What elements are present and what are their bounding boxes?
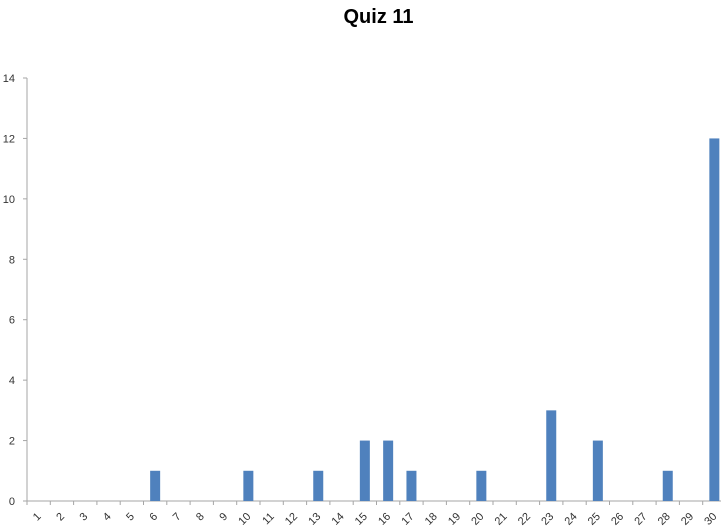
x-tick-label: 18	[423, 511, 440, 528]
x-tick-label: 21	[493, 511, 510, 528]
bars	[150, 138, 720, 501]
bar-16	[383, 440, 394, 501]
x-tick-label: 24	[563, 511, 580, 528]
bar-15	[359, 440, 370, 501]
x-tick-label: 3	[78, 511, 91, 524]
x-tick-label: 16	[376, 511, 393, 528]
x-tick-label: 29	[679, 511, 696, 528]
y-tick-label: 12	[3, 133, 15, 145]
bar-30	[709, 138, 720, 501]
x-tick-label: 14	[330, 511, 347, 528]
x-tick-label: 1	[31, 511, 44, 524]
bar-13	[313, 470, 324, 501]
y-tick-label: 10	[3, 194, 15, 206]
x-tick-label: 5	[124, 511, 137, 524]
x-tick-label: 12	[283, 511, 300, 528]
x-tick-label: 28	[656, 511, 673, 528]
bar-17	[406, 470, 417, 501]
bar-25	[592, 440, 603, 501]
x-tick-label: 11	[260, 511, 277, 528]
y-tick-label: 4	[9, 375, 15, 387]
y-tick-label: 6	[9, 315, 15, 327]
x-tick-label: 19	[446, 511, 463, 528]
x-tick-label: 6	[147, 511, 160, 524]
x-tick-label: 26	[609, 511, 626, 528]
bar-28	[662, 470, 673, 501]
x-tick-label: 15	[353, 511, 370, 528]
bar-10	[243, 470, 254, 501]
bar-6	[150, 470, 161, 501]
x-tick-label: 25	[586, 511, 603, 528]
y-tick-label: 2	[9, 436, 15, 448]
x-tick-label: 17	[399, 511, 416, 528]
y-tick-label: 0	[9, 496, 15, 508]
x-tick-label: 22	[516, 511, 533, 528]
x-tick-label: 13	[306, 511, 323, 528]
x-tick-label: 20	[469, 511, 486, 528]
y-tick-label: 14	[3, 73, 15, 85]
y-axis: 0 2 4 6 8 10 12 14	[3, 73, 28, 508]
x-tick-label: 30	[702, 511, 719, 528]
x-tick-label: 7	[171, 511, 184, 524]
x-axis: 1 2 3 4 5 6 7 8 9 10 11 12 13 14 15 16 17 18 19 20 21 22 23 24 2…	[26, 500, 721, 528]
y-tick-label: 8	[9, 254, 15, 266]
x-tick-label: 4	[101, 511, 114, 524]
x-tick-label: 8	[194, 511, 207, 524]
bar-23	[546, 410, 557, 501]
chart-title: Quiz 11	[343, 6, 414, 28]
x-tick-label: 2	[54, 511, 67, 524]
x-tick-label: 9	[217, 511, 230, 524]
x-tick-label: 23	[539, 511, 556, 528]
bar-20	[476, 470, 487, 501]
x-tick-label: 27	[632, 511, 649, 528]
x-tick-label: 10	[236, 511, 253, 528]
